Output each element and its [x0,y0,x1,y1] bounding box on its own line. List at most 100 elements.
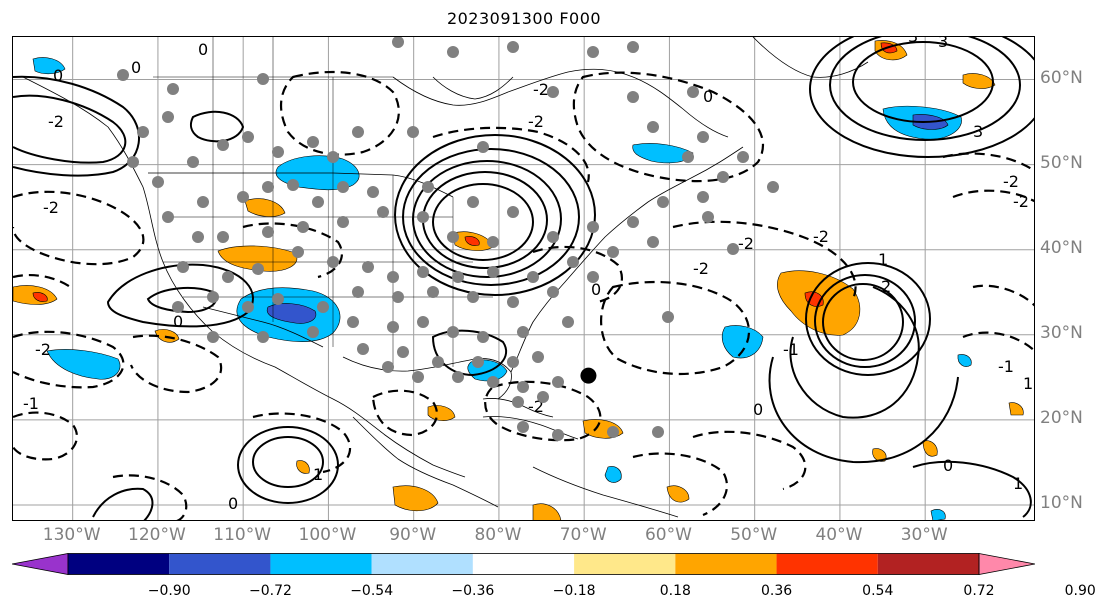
contour-line [13,94,127,164]
positive-anomaly-area [427,405,456,421]
station-dot [517,381,529,393]
station-dot [397,346,409,358]
station-dot [207,291,219,303]
station-dot [327,256,339,268]
station-dot [587,221,599,233]
station-dot [452,371,464,383]
contour-line [394,134,596,296]
station-dot [307,136,319,148]
station-dot [152,176,164,188]
contour-line [805,262,931,376]
station-dot [472,356,484,368]
contour-value-label: -1 [783,340,799,359]
station-dot [512,396,524,408]
station-dot [207,331,219,343]
contour-value-label: -1 [23,394,39,413]
station-dot [662,311,674,323]
station-dot [257,331,269,343]
station-dot [137,126,149,138]
longitude-label: 110°W [213,525,272,545]
station-dot [587,271,599,283]
positive-anomaly-area [922,440,938,457]
positive-anomaly-area [244,198,286,217]
latitude-label: 30°N [1040,322,1083,343]
contour-value-label: 3 [973,122,983,141]
us-canada-border [148,172,454,198]
contour-line [852,41,994,123]
negative-anomaly-area [957,354,972,367]
contour-value-label: -2 [693,259,709,278]
station-dot [657,196,669,208]
contour-line [13,190,145,266]
figure-title: 2023091300 F000 [446,9,602,28]
contour-value-label: 0 [131,58,141,77]
contour-line [92,487,154,520]
latitude-label: 60°N [1040,67,1083,88]
latitude-label: 50°N [1040,152,1083,173]
station-dot [432,356,444,368]
station-dot [427,286,439,298]
contour-line [484,380,602,442]
station-dot [257,73,269,85]
longitude-label: 50°W [730,525,778,545]
contour-line [962,331,1034,352]
colorbar-bin [472,553,575,575]
longitude-label: 130°W [42,525,101,545]
contour-line [952,189,1034,203]
station-dot [702,211,714,223]
station-dot [387,321,399,333]
negative-anomaly-area [46,349,121,380]
contour-line [252,436,324,488]
station-dot [567,256,579,268]
station-dot [647,236,659,248]
contour-line [692,430,807,491]
province-lines [153,37,393,173]
colorbar-tick-label: −0.72 [248,583,292,599]
positive-anomaly-area [532,503,562,520]
station-dot [767,181,779,193]
station-dot [587,46,599,58]
positive-anomaly-area [32,292,48,302]
station-dot [627,41,639,53]
station-dot [297,221,309,233]
longitude-label: 80°W [474,525,522,545]
station-dot [507,41,519,53]
colorbar-tick-label: −0.54 [350,583,394,599]
contour-line [942,152,1034,173]
east-coast [510,146,744,373]
longitude-label: 100°W [298,525,357,545]
colorbar-tick-label: −0.18 [552,583,596,599]
contour-line [112,474,188,520]
station-dot [447,46,459,58]
negative-anomaly-area [930,509,946,520]
station-dot [387,271,399,283]
positive-anomaly-area [872,448,887,462]
station-dot [682,151,694,163]
station-dot [607,246,619,258]
contour-value-label: 0 [198,40,208,59]
storm-center-marker [580,367,597,384]
contour-line [789,286,920,419]
station-dot [352,126,364,138]
contour-value-label: -2 [533,80,549,99]
station-dot [262,226,274,238]
contour-value-label: 1 [878,250,888,269]
caribbean-islands [482,416,579,440]
positive-anomaly-area [962,73,996,89]
atlantic-contours [809,37,1034,158]
negative-anomaly-area [604,466,622,483]
station-dot [737,151,749,163]
colorbar-bin [371,553,473,575]
longitude-label: 70°W [559,525,607,545]
colorbar-bin [169,553,271,575]
station-dot [507,296,519,308]
hurricane-contours [768,262,959,464]
colorbar-bin [877,553,979,575]
longitude-label: 40°W [815,525,863,545]
contour-value-label: -2 [35,340,51,359]
colorbar-bin [574,553,676,575]
colorbar-tick-label: −0.90 [147,583,191,599]
contour-value-label: 0 [228,494,238,513]
station-dot [647,121,659,133]
latitude-label: 10°N [1040,492,1083,513]
